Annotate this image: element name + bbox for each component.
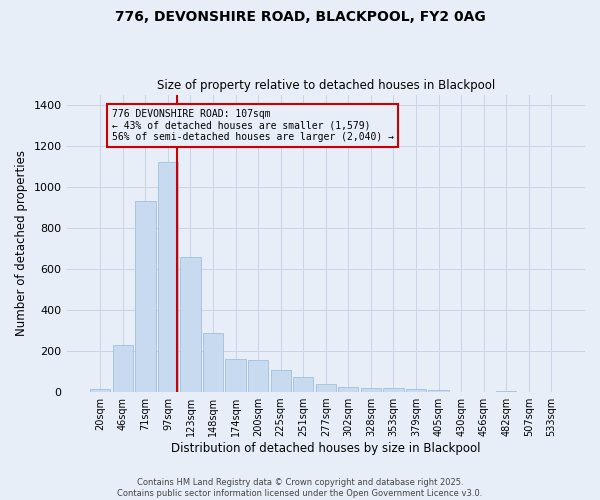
- Bar: [496, 391, 517, 392]
- Bar: [158, 162, 178, 392]
- Bar: [113, 345, 133, 392]
- Bar: [316, 384, 336, 392]
- Bar: [338, 387, 358, 392]
- Text: 776, DEVONSHIRE ROAD, BLACKPOOL, FY2 0AG: 776, DEVONSHIRE ROAD, BLACKPOOL, FY2 0AG: [115, 10, 485, 24]
- Bar: [90, 389, 110, 392]
- Bar: [271, 370, 291, 392]
- Bar: [248, 360, 268, 392]
- Bar: [135, 202, 155, 392]
- Bar: [361, 388, 381, 392]
- Bar: [383, 388, 404, 392]
- Bar: [181, 256, 200, 392]
- Y-axis label: Number of detached properties: Number of detached properties: [15, 150, 28, 336]
- Bar: [203, 332, 223, 392]
- X-axis label: Distribution of detached houses by size in Blackpool: Distribution of detached houses by size …: [171, 442, 481, 455]
- Bar: [406, 389, 426, 392]
- Bar: [428, 390, 449, 392]
- Bar: [226, 360, 246, 392]
- Title: Size of property relative to detached houses in Blackpool: Size of property relative to detached ho…: [157, 79, 495, 92]
- Text: Contains HM Land Registry data © Crown copyright and database right 2025.
Contai: Contains HM Land Registry data © Crown c…: [118, 478, 482, 498]
- Text: 776 DEVONSHIRE ROAD: 107sqm
← 43% of detached houses are smaller (1,579)
56% of : 776 DEVONSHIRE ROAD: 107sqm ← 43% of det…: [112, 109, 394, 142]
- Bar: [293, 376, 313, 392]
